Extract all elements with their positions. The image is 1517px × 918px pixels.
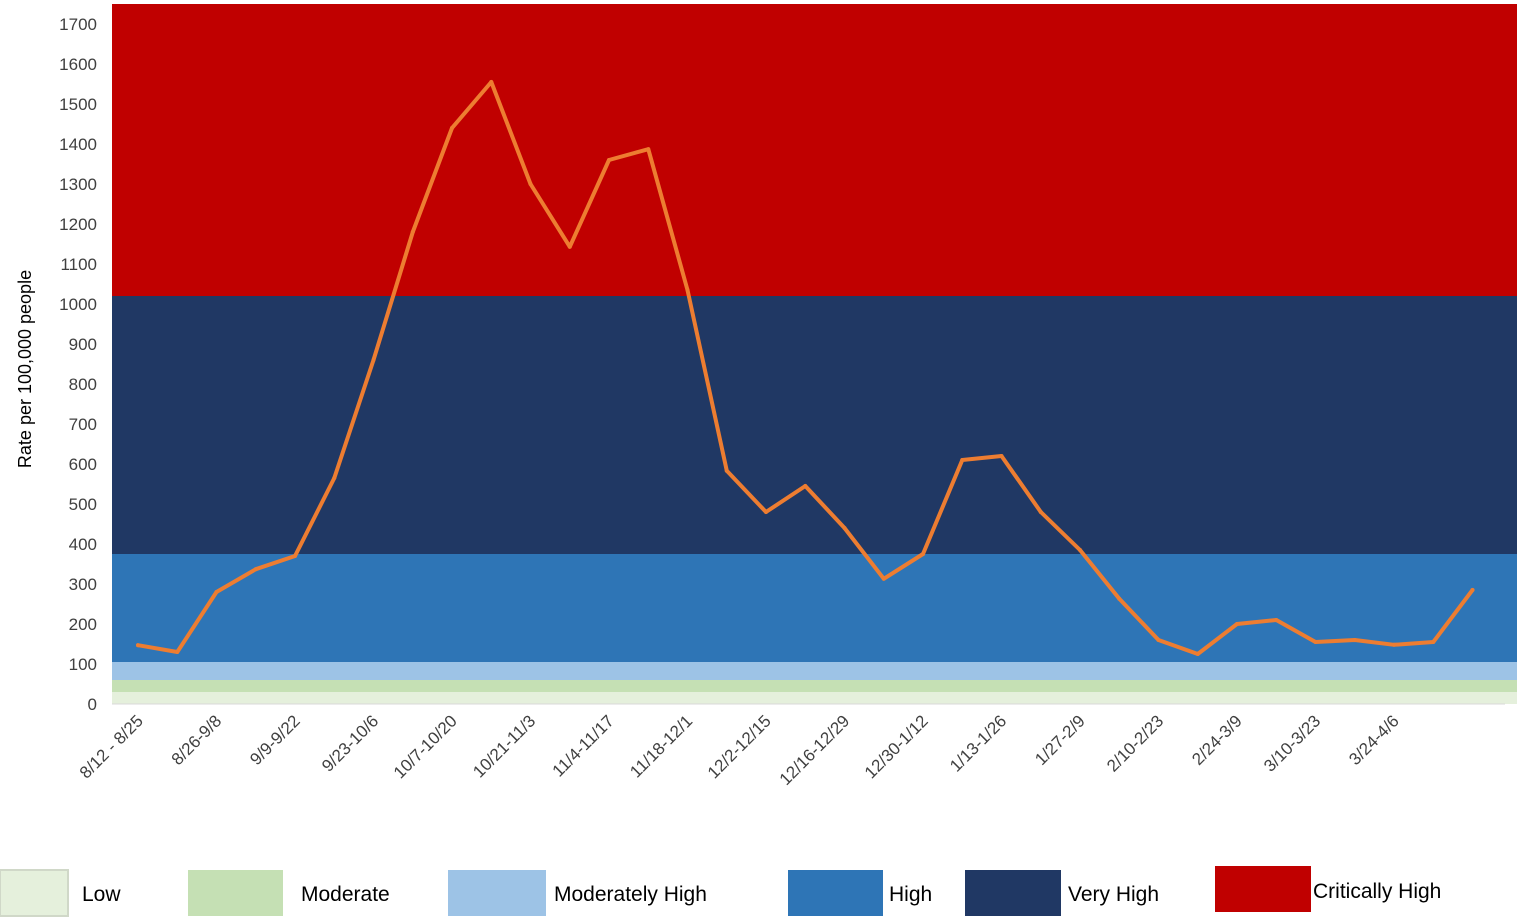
data-point (803, 484, 808, 488)
y-axis-tick-labels: 0 100 200 300 400 500 600 700 800 900 1000 1100 1200… (59, 15, 97, 714)
y-tick-label: 1100 (60, 255, 97, 274)
data-point (764, 510, 768, 514)
x-tick-label: 11/18-12/1 (626, 711, 696, 781)
band-moderately-high (112, 662, 1517, 680)
data-point (1195, 652, 1200, 656)
x-axis-tick-labels: 8/12 - 8/25 8/26-9/8 9/9-9/22 9/23-10/6 10/7… (76, 711, 1403, 789)
data-point (567, 244, 572, 249)
data-point (175, 650, 180, 654)
x-tick-label: 9/23-10/6 (318, 711, 382, 775)
x-tick-label: 10/21-11/3 (469, 711, 539, 781)
y-tick-label: 100 (69, 655, 97, 674)
y-tick-label: 200 (69, 615, 97, 634)
data-point (489, 80, 494, 84)
data-point (450, 126, 454, 130)
legend-label-high: High (889, 883, 932, 906)
x-tick-label: 8/26-9/8 (168, 711, 226, 769)
risk-bands (112, 4, 1517, 704)
legend-label-moderately-high: Moderately High (554, 883, 707, 906)
band-low (112, 692, 1517, 704)
x-tick-label: 3/24-4/6 (1345, 711, 1403, 769)
y-tick-label: 1000 (59, 295, 97, 314)
data-point (253, 567, 258, 572)
x-tick-label: 3/10-3/23 (1260, 711, 1324, 775)
y-tick-label: 1600 (59, 55, 97, 74)
y-tick-label: 1200 (59, 215, 97, 234)
legend-swatch-moderate (188, 870, 283, 916)
data-point (1352, 638, 1357, 642)
legend-label-low: Low (82, 883, 121, 906)
data-point (1431, 640, 1436, 644)
y-tick-label: 1300 (59, 175, 97, 194)
band-high (112, 554, 1517, 662)
x-tick-label: 2/10-2/23 (1103, 711, 1167, 775)
legend-label-critically-high: Critically High (1313, 880, 1441, 903)
data-point (881, 576, 886, 581)
data-point (607, 158, 611, 162)
x-tick-label: 12/30-1/12 (861, 711, 932, 782)
legend-swatch-moderately-high (448, 870, 546, 916)
data-point (646, 147, 651, 152)
y-tick-label: 0 (88, 695, 97, 714)
band-very-high (112, 296, 1517, 554)
x-tick-label: 1/27-2/9 (1031, 711, 1089, 769)
band-critically-high (112, 4, 1517, 296)
data-point (1078, 548, 1082, 552)
y-tick-label: 500 (69, 495, 97, 514)
legend-swatch-high (788, 870, 883, 916)
data-point (214, 590, 219, 594)
x-tick-label: 1/13-1/26 (946, 711, 1010, 775)
data-point (842, 526, 847, 530)
x-tick-label: 12/2-12/15 (704, 711, 775, 782)
y-tick-label: 600 (69, 455, 97, 474)
y-tick-label: 400 (69, 535, 97, 554)
data-point (1470, 588, 1475, 592)
data-point (410, 230, 415, 234)
legend-label-moderate: Moderate (301, 883, 390, 906)
x-tick-label: 8/12 - 8/25 (76, 711, 147, 782)
legend: Low Moderate Moderately High High Very High C… (0, 866, 1441, 917)
y-tick-label: 1400 (59, 135, 97, 154)
legend-label-very-high: Very High (1068, 883, 1159, 906)
y-tick-label: 900 (69, 335, 97, 354)
data-point (371, 358, 376, 362)
y-tick-label: 300 (69, 575, 97, 594)
x-tick-label: 10/7-10/20 (390, 711, 461, 782)
data-point (1235, 622, 1239, 626)
data-point (1274, 618, 1279, 622)
legend-swatch-critically-high (1215, 866, 1311, 912)
data-point (921, 552, 925, 556)
x-tick-label: 11/4-11/17 (549, 711, 618, 780)
legend-swatch-low (0, 869, 69, 917)
data-point (724, 468, 729, 473)
data-point (685, 288, 690, 292)
band-moderate (112, 680, 1517, 692)
y-tick-label: 800 (69, 375, 97, 394)
y-tick-label: 1500 (59, 95, 97, 114)
y-tick-label: 1700 (59, 15, 97, 34)
data-point (1156, 638, 1161, 642)
x-tick-label: 12/16-12/29 (776, 711, 854, 789)
data-point (136, 643, 140, 648)
y-axis-label: Rate per 100,000 people (15, 270, 35, 468)
data-point (1038, 510, 1043, 514)
data-point (1313, 640, 1318, 644)
data-point (528, 182, 533, 186)
data-point (332, 476, 337, 480)
data-point (1392, 642, 1396, 647)
x-tick-label: 9/9-9/22 (246, 711, 304, 769)
data-point (1117, 596, 1122, 601)
legend-swatch-very-high (965, 870, 1061, 916)
series-points (136, 80, 1475, 656)
data-point (293, 554, 297, 558)
y-tick-label: 700 (69, 415, 97, 434)
data-point (999, 454, 1004, 458)
data-point (960, 458, 965, 462)
x-tick-label: 2/24-3/9 (1188, 711, 1246, 769)
